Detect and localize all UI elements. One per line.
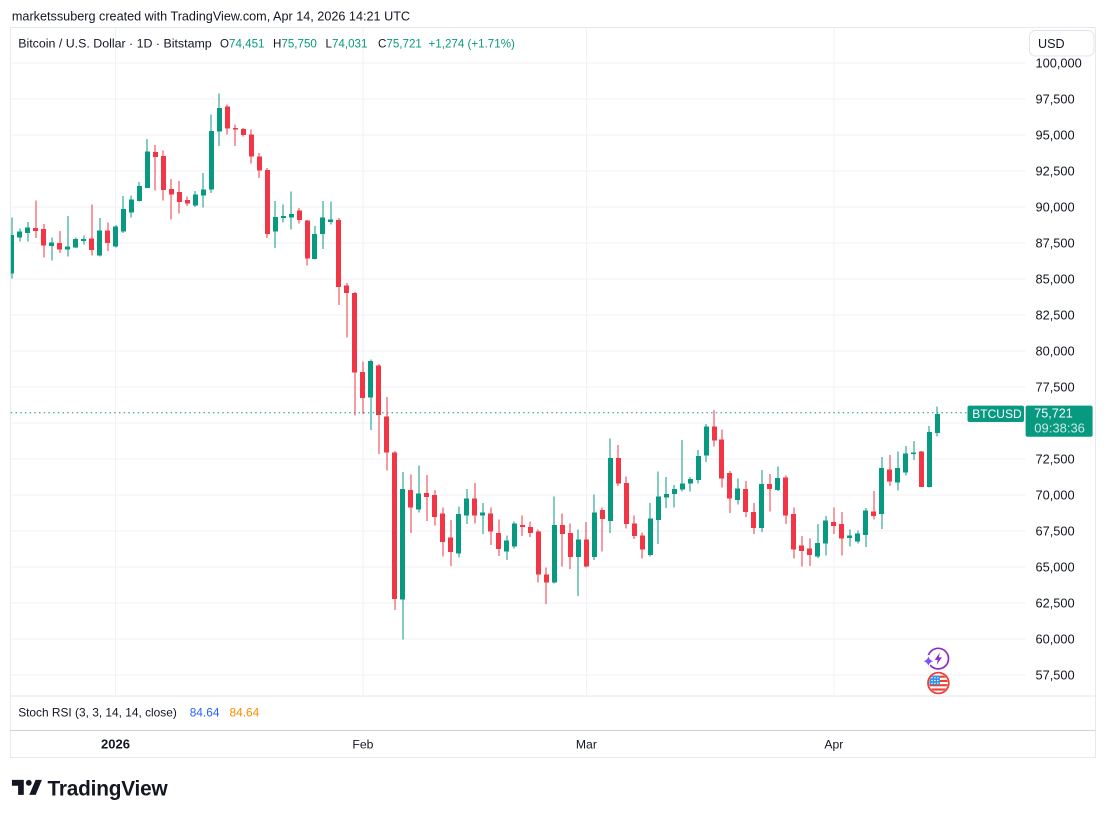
svg-text:87,500: 87,500	[1036, 235, 1075, 250]
svg-text:97,500: 97,500	[1036, 91, 1075, 106]
svg-text:92,500: 92,500	[1036, 163, 1075, 178]
svg-text:72,500: 72,500	[1036, 451, 1075, 466]
svg-text:90,000: 90,000	[1036, 199, 1075, 214]
svg-text:marketssuberg created with Tra: marketssuberg created with TradingView.c…	[12, 9, 410, 23]
svg-text:70,000: 70,000	[1036, 487, 1075, 502]
svg-text:100,000: 100,000	[1036, 55, 1082, 70]
svg-text:80,000: 80,000	[1036, 343, 1075, 358]
svg-text:84.64: 84.64	[230, 706, 260, 720]
svg-text:Apr: Apr	[824, 738, 843, 752]
svg-text:62,500: 62,500	[1036, 595, 1075, 610]
svg-text:75,721: 75,721	[1034, 407, 1073, 421]
svg-text:09:38:36: 09:38:36	[1034, 421, 1085, 436]
svg-text:2026: 2026	[101, 737, 130, 752]
svg-text:77,500: 77,500	[1036, 379, 1075, 394]
svg-text:84.64: 84.64	[190, 706, 220, 720]
svg-text:65,000: 65,000	[1036, 559, 1075, 574]
svg-text:67,500: 67,500	[1036, 523, 1075, 538]
svg-text:Bitcoin / U.S. Dollar · 1D · B: Bitcoin / U.S. Dollar · 1D · Bitstamp	[18, 36, 212, 50]
svg-text:Feb: Feb	[352, 738, 373, 752]
svg-text:60,000: 60,000	[1036, 631, 1075, 646]
svg-text:82,500: 82,500	[1036, 307, 1075, 322]
svg-text:C75,721: C75,721	[378, 37, 422, 50]
svg-text:57,500: 57,500	[1036, 667, 1075, 682]
svg-text:USD: USD	[1038, 37, 1065, 51]
svg-text:Stoch RSI (3, 3, 14, 14, close: Stoch RSI (3, 3, 14, 14, close)	[18, 706, 177, 720]
svg-text:+1,274 (+1.71%): +1,274 (+1.71%)	[429, 37, 516, 50]
svg-text:TradingView: TradingView	[48, 777, 169, 800]
svg-text:BTCUSD: BTCUSD	[972, 407, 1022, 421]
svg-text:L74,031: L74,031	[326, 37, 368, 50]
svg-text:H75,750: H75,750	[273, 37, 317, 50]
svg-text:Mar: Mar	[576, 738, 597, 752]
svg-text:O74,451: O74,451	[220, 37, 265, 50]
svg-text:85,000: 85,000	[1036, 271, 1075, 286]
svg-text:95,000: 95,000	[1036, 127, 1075, 142]
